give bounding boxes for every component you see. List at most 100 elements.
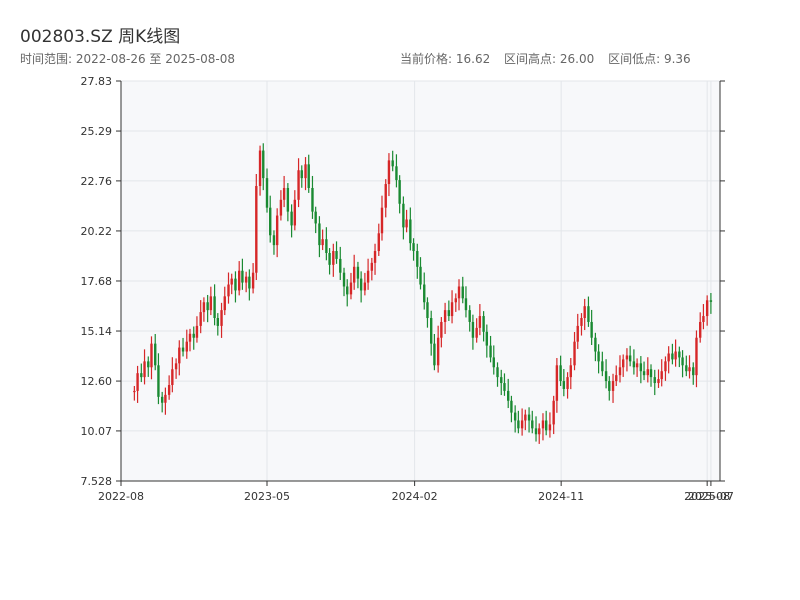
candle-body bbox=[174, 363, 178, 370]
candle-body bbox=[395, 166, 398, 181]
candle-body bbox=[366, 270, 370, 283]
candle-body bbox=[380, 207, 384, 234]
candle-body bbox=[632, 361, 636, 368]
candle-body bbox=[562, 381, 566, 389]
candle-body bbox=[587, 306, 590, 322]
candle-body bbox=[580, 318, 583, 326]
candle-body bbox=[642, 371, 646, 376]
candle-body bbox=[450, 302, 454, 317]
candle-body bbox=[507, 390, 510, 401]
candle-body bbox=[429, 318, 433, 344]
candle-body bbox=[548, 424, 552, 431]
candle-body bbox=[464, 298, 468, 311]
y-tick-label: 17.68 bbox=[81, 275, 113, 288]
candle-body bbox=[248, 276, 251, 289]
candle-body bbox=[160, 396, 164, 403]
candle-body bbox=[436, 337, 440, 366]
candle-body bbox=[423, 284, 426, 303]
date-range-text: 时间范围: 2022-08-26 至 2025-08-08 bbox=[20, 52, 235, 66]
candle-body bbox=[621, 359, 625, 368]
candle-body bbox=[220, 310, 223, 326]
candle-body bbox=[524, 414, 527, 421]
candle-body bbox=[352, 266, 356, 283]
candle-body bbox=[461, 286, 464, 299]
candle-body bbox=[471, 321, 475, 338]
candle-body bbox=[447, 310, 451, 317]
candle-body bbox=[559, 365, 562, 382]
candle-body bbox=[566, 377, 569, 389]
y-tick-label: 20.22 bbox=[81, 225, 113, 238]
candle-body bbox=[185, 341, 188, 352]
candle-body bbox=[576, 325, 579, 342]
range-low: 区间低点: 9.36 bbox=[608, 52, 691, 66]
candle-body bbox=[387, 160, 391, 185]
current-price: 当前价格: 16.62 bbox=[400, 52, 491, 66]
candle-body bbox=[349, 282, 353, 295]
candle-body bbox=[171, 369, 174, 386]
candle-body bbox=[454, 298, 457, 303]
candle-body bbox=[478, 316, 482, 328]
candle-body bbox=[262, 150, 265, 179]
candle-body bbox=[667, 353, 670, 362]
candle-body bbox=[674, 351, 677, 360]
candle-body bbox=[154, 343, 157, 366]
candle-body bbox=[339, 258, 342, 273]
candle-body bbox=[485, 331, 489, 346]
candle-body bbox=[664, 361, 667, 372]
candle-body bbox=[195, 325, 199, 338]
candle-body bbox=[332, 251, 335, 265]
candle-body bbox=[531, 420, 534, 429]
candle-body bbox=[678, 351, 681, 358]
candle-body bbox=[377, 233, 380, 252]
axes: 7.528 10.07 12.60 15.14 17.68 20.22 22.76 25.29… bbox=[81, 75, 734, 503]
candle-body bbox=[660, 371, 663, 380]
candle-body bbox=[255, 186, 258, 273]
x-tick-label: 2025-07 bbox=[688, 490, 734, 503]
y-tick-label: 22.76 bbox=[81, 175, 113, 188]
candle-body bbox=[510, 400, 513, 413]
candle-body bbox=[513, 412, 517, 421]
candle-body bbox=[601, 361, 604, 372]
candle-body bbox=[297, 170, 300, 200]
candle-body bbox=[695, 337, 698, 376]
candle-body bbox=[188, 333, 192, 342]
candle-body bbox=[300, 170, 303, 179]
range-high: 区间高点: 26.00 bbox=[504, 52, 595, 66]
candle-body bbox=[520, 420, 524, 429]
chart-title: 002803.SZ 周K线图 bbox=[20, 27, 181, 47]
candle-body bbox=[544, 420, 548, 431]
candle-body bbox=[202, 302, 206, 313]
candle-body bbox=[258, 150, 262, 187]
candle-body bbox=[216, 318, 220, 326]
y-tick-label: 27.83 bbox=[81, 75, 113, 88]
candle-body bbox=[681, 357, 684, 366]
candle-body bbox=[223, 296, 226, 311]
x-tick-label: 2024-02 bbox=[392, 490, 438, 503]
candle-body bbox=[608, 381, 611, 391]
x-tick-label: 2024-11 bbox=[538, 490, 584, 503]
candle-body bbox=[657, 379, 660, 384]
candle-body bbox=[433, 343, 436, 366]
candle-body bbox=[370, 262, 374, 271]
candle-body bbox=[325, 239, 328, 254]
candle-body bbox=[492, 357, 495, 368]
candle-body bbox=[318, 223, 321, 246]
candle-body bbox=[597, 351, 600, 362]
candle-body bbox=[440, 321, 443, 338]
y-tick-label: 25.29 bbox=[81, 125, 113, 138]
price-summary: 当前价格: 16.62 区间高点: 26.00 区间低点: 9.36 bbox=[400, 50, 701, 67]
candle-body bbox=[443, 310, 447, 322]
candle-body bbox=[342, 272, 346, 287]
candle-body bbox=[705, 300, 709, 317]
candle-body bbox=[192, 333, 195, 338]
y-tick-label: 15.14 bbox=[81, 325, 113, 338]
candle-body bbox=[265, 178, 269, 208]
candle-body bbox=[136, 373, 139, 391]
candle-body bbox=[653, 377, 656, 384]
candle-body bbox=[555, 365, 559, 401]
candle-body bbox=[685, 365, 688, 372]
candle-body bbox=[384, 184, 387, 208]
candle-body bbox=[573, 341, 576, 366]
candle-body bbox=[234, 278, 237, 291]
candle-body bbox=[150, 343, 153, 368]
